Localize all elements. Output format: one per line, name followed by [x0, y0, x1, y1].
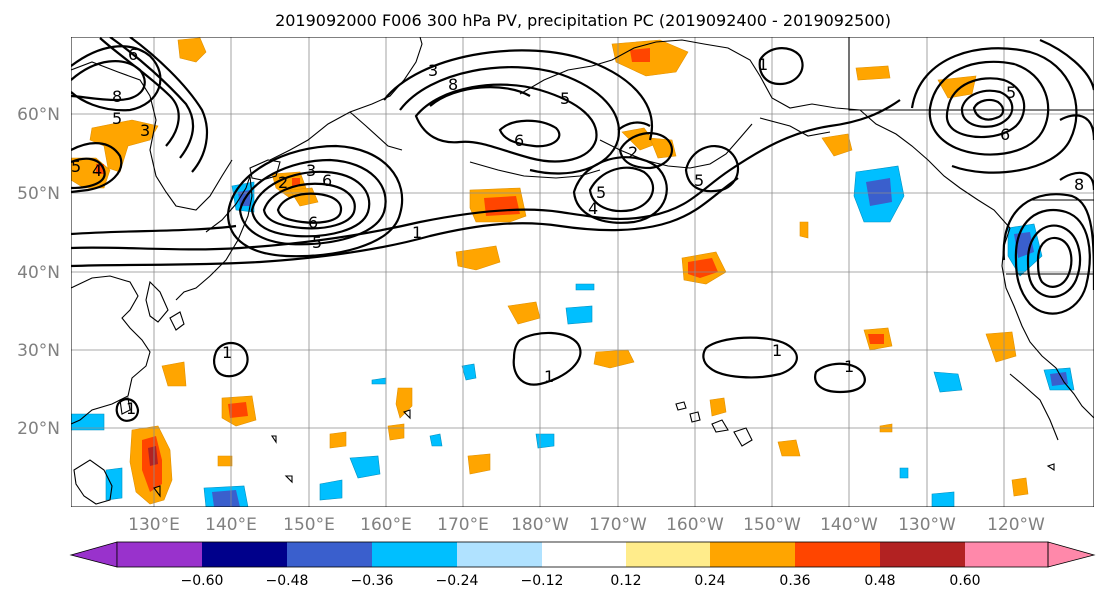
colorbar-bin [457, 542, 542, 567]
lat-label: 60°N [17, 105, 60, 125]
contour-label: 4 [588, 199, 598, 218]
colorbar-tick: −0.24 [436, 573, 479, 589]
contour-label: 8 [112, 87, 122, 106]
colorbar-bin [710, 542, 795, 567]
contour-label: 5 [112, 109, 122, 128]
pv-contours [71, 37, 1094, 422]
graticule [71, 37, 1094, 507]
colorbar-tick: −0.36 [351, 573, 394, 589]
colorbar: −0.60 −0.48 −0.36 −0.24 −0.12 0.12 0.24 … [69, 541, 1096, 589]
colorbar-bin [372, 542, 457, 567]
contour-labels: 6 8 5 3 4 5 3 2 6 6 5 4 2 5 1 1 1 1 1 1 … [71, 45, 1084, 418]
colorbar-bin [542, 542, 626, 567]
colorbar-tick: 0.36 [779, 573, 810, 589]
contour-label: 1 [844, 357, 854, 376]
colorbar-tick: −0.60 [181, 573, 224, 589]
contour-label: 4 [92, 161, 102, 180]
contour-label: 8 [1074, 175, 1084, 194]
contour-label: 5 [312, 233, 322, 252]
lon-label: 150°E [283, 515, 335, 535]
contour-label: 3 [140, 121, 150, 140]
contour-label: 8 [448, 75, 458, 94]
lat-label: 20°N [17, 419, 60, 439]
lon-label: 170°W [589, 515, 647, 535]
lon-label: 140°W [820, 515, 878, 535]
colorbar-tick: −0.48 [266, 573, 309, 589]
lat-label: 40°N [17, 263, 60, 283]
contour-label: 3 [428, 61, 438, 80]
lon-label: 180°W [511, 515, 569, 535]
contour-label: 5 [560, 89, 570, 108]
contour-label: 6 [308, 213, 318, 232]
colorbar-tick: −0.12 [521, 573, 564, 589]
colorbar-bin [965, 542, 1048, 567]
colorbar-bin [117, 542, 202, 567]
lon-label: 160°W [666, 515, 724, 535]
lon-label: 160°E [360, 515, 412, 535]
lon-label: 150°W [743, 515, 801, 535]
colorbar-tick: 0.48 [864, 573, 895, 589]
lon-label: 130°E [128, 515, 180, 535]
contour-label: 1 [772, 341, 782, 360]
contour-label: 1 [126, 399, 136, 418]
contour-label: 5 [596, 183, 606, 202]
colorbar-segments [69, 541, 1096, 568]
colorbar-bin [202, 542, 287, 567]
latitude-labels: 60°N 50°N 40°N 30°N 20°N [17, 105, 60, 439]
lat-label: 50°N [17, 184, 60, 204]
contour-label: 1 [412, 223, 422, 242]
lon-label: 170°E [437, 515, 489, 535]
contour-label: 5 [1006, 83, 1016, 102]
lon-label: 120°W [987, 515, 1045, 535]
lon-label: 130°W [898, 515, 956, 535]
contour-label: 1 [544, 367, 554, 386]
contour-label: 6 [322, 171, 332, 190]
contour-label: 6 [128, 45, 138, 64]
contour-label: 1 [758, 55, 768, 74]
contour-label: 2 [278, 173, 288, 192]
colorbar-bin [626, 542, 710, 567]
colorbar-extend-high [1047, 541, 1096, 568]
lon-label: 140°E [205, 515, 257, 535]
contour-label: 6 [514, 131, 524, 150]
contour-label: 5 [71, 157, 81, 176]
map-title: 2019092000 F006 300 hPa PV, precipitatio… [275, 11, 891, 30]
contour-label: 3 [306, 161, 316, 180]
contour-label: 1 [222, 343, 232, 362]
map-panel: 6 8 5 3 4 5 3 2 6 6 5 4 2 5 1 1 1 1 1 1 … [71, 37, 1094, 507]
colorbar-tick: 0.12 [610, 573, 641, 589]
colorbar-ticks: −0.60 −0.48 −0.36 −0.24 −0.12 0.12 0.24 … [181, 573, 981, 589]
contour-label: 6 [1000, 125, 1010, 144]
colorbar-bin [795, 542, 880, 567]
colorbar-bin [287, 542, 372, 567]
colorbar-tick: 0.60 [949, 573, 980, 589]
contour-label: 5 [694, 171, 704, 190]
longitude-labels: 130°E 140°E 150°E 160°E 170°E 180°W 170°… [128, 515, 1045, 535]
colorbar-extend-low [69, 541, 118, 568]
contour-label: 2 [628, 143, 638, 162]
colorbar-bin [880, 542, 965, 567]
colorbar-tick: 0.24 [694, 573, 725, 589]
lat-label: 30°N [17, 341, 60, 361]
